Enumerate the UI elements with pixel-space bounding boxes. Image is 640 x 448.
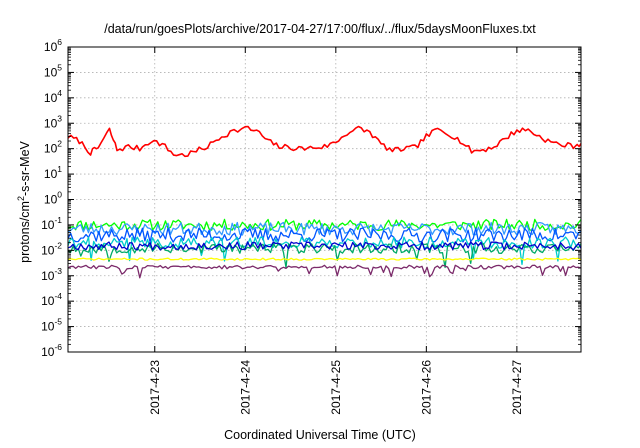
x-tick-labels: 2017-4-23 2017-4-24 2017-4-25 2017-4-26 2017… [148, 360, 524, 415]
y-axis-label-suffix: -s-sr-MeV [18, 141, 33, 196]
y-axis-label: protons/cm2-s-sr-MeV [16, 141, 32, 263]
y-tick-exponent: -6 [54, 342, 62, 352]
chart-title: /data/run/goesPlots/archive/2017-04-27/1… [104, 22, 536, 36]
y-tick-base: 10 [41, 218, 55, 232]
x-tick-label: 2017-4-23 [148, 360, 162, 415]
y-tick-base: 10 [44, 193, 58, 207]
series-line-1 [67, 125, 582, 158]
y-tick-exponent: 3 [57, 113, 62, 123]
x-tick-label: 2017-4-26 [419, 360, 433, 415]
y-tick-label: 105 [44, 62, 62, 79]
y-tick-label: 102 [44, 139, 62, 156]
y-tick-base: 10 [41, 243, 55, 257]
series-line-8 [67, 257, 582, 261]
y-tick-base: 10 [44, 142, 58, 156]
y-tick-base: 10 [44, 40, 58, 54]
y-tick-label: 100 [44, 190, 62, 207]
y-tick-exponent: -5 [54, 317, 62, 327]
y-tick-label: 106 [44, 37, 62, 54]
y-tick-label: 10-5 [41, 317, 62, 334]
y-tick-exponent: -4 [54, 291, 62, 301]
y-tick-exponent: 0 [57, 190, 62, 200]
y-tick-label: 101 [44, 164, 62, 181]
y-tick-label: 103 [44, 113, 62, 130]
series-line-4 [67, 227, 582, 243]
y-tick-label: 10-6 [41, 342, 62, 359]
y-axis-label-prefix: protons/cm [18, 201, 33, 263]
y-tick-base: 10 [41, 345, 55, 359]
y-tick-base: 10 [41, 269, 55, 283]
y-tick-exponent: 6 [57, 37, 62, 47]
data-series [67, 125, 582, 279]
series-line-7 [67, 241, 582, 251]
series-line-9 [67, 264, 582, 279]
y-tick-exponent: -2 [54, 240, 62, 250]
grid-lines [68, 47, 581, 352]
x-tick-label: 2017-4-25 [329, 360, 343, 415]
y-tick-exponent: 1 [57, 164, 62, 174]
y-tick-label: 10-3 [41, 266, 62, 283]
y-axis-label-sup: 2 [15, 196, 26, 202]
y-tick-base: 10 [44, 167, 58, 181]
y-tick-label: 10-2 [41, 240, 62, 257]
axis-ticks [68, 46, 581, 353]
y-tick-exponent: -3 [54, 266, 62, 276]
y-tick-base: 10 [44, 65, 58, 79]
y-tick-exponent: 5 [57, 62, 62, 72]
y-tick-label: 10-4 [41, 291, 62, 308]
y-tick-exponent: -1 [54, 215, 62, 225]
y-tick-label: 104 [44, 88, 62, 105]
y-tick-exponent: 4 [57, 88, 62, 98]
series-line-2 [67, 218, 582, 232]
y-tick-exponent: 2 [57, 139, 62, 149]
x-tick-label: 2017-4-27 [510, 360, 524, 415]
y-tick-labels: 10-610-510-410-310-210-11001011021031041… [41, 37, 62, 359]
series-line-5 [67, 236, 582, 266]
x-tick-label: 2017-4-24 [238, 360, 252, 415]
y-tick-base: 10 [41, 320, 55, 334]
y-tick-base: 10 [41, 294, 55, 308]
y-tick-base: 10 [44, 116, 58, 130]
x-axis-label: Coordinated Universal Time (UTC) [224, 428, 416, 442]
y-tick-label: 10-1 [41, 215, 62, 232]
y-tick-base: 10 [44, 91, 58, 105]
